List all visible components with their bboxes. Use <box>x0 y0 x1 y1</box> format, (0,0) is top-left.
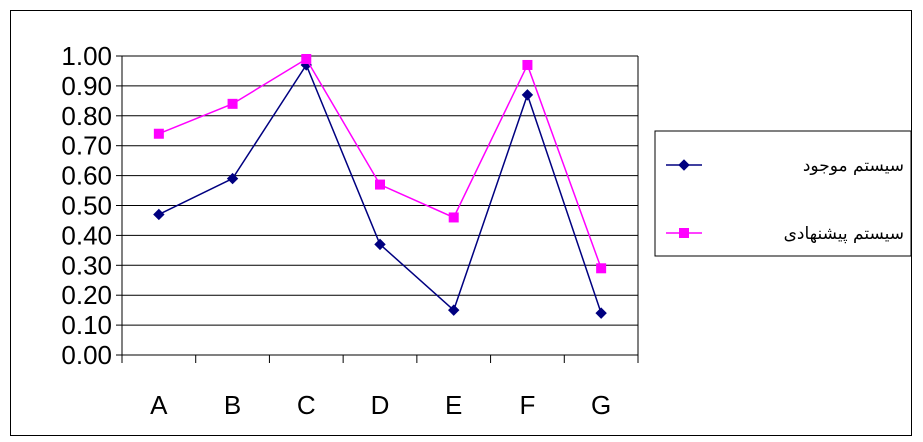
data-point-square <box>153 128 164 139</box>
data-point-diamond <box>153 208 165 221</box>
y-tick-label: 0.90 <box>61 71 112 101</box>
data-point-square <box>679 228 689 238</box>
x-tick-label: B <box>224 390 241 420</box>
legend-box <box>654 130 912 257</box>
x-tick-label: D <box>371 390 390 420</box>
data-point-diamond <box>448 304 460 316</box>
y-tick-label: 0.30 <box>61 250 112 280</box>
y-tick-label: 0.20 <box>61 280 112 310</box>
x-tick-label: F <box>519 390 535 420</box>
y-tick-label: 0.50 <box>61 191 112 221</box>
y-tick-label: 1.00 <box>61 41 112 71</box>
data-point-square <box>227 98 238 109</box>
data-point-diamond <box>678 159 690 171</box>
data-point-square <box>522 59 533 70</box>
y-tick-label: 0.00 <box>61 340 112 370</box>
data-point-square <box>596 263 607 274</box>
series-line <box>158 57 602 269</box>
y-axis-tick-labels: 0.000.100.200.300.400.500.600.700.800.90… <box>61 41 112 370</box>
data-point-square <box>448 212 459 223</box>
gridlines <box>122 55 638 356</box>
data-point-diamond <box>521 89 534 101</box>
x-tick-label: A <box>150 390 168 420</box>
legend-label: سیستم موجود <box>803 156 904 176</box>
x-tick-label: C <box>297 390 316 420</box>
x-tick-label: G <box>591 390 611 420</box>
y-tick-label: 0.60 <box>61 161 112 191</box>
data-point-diamond <box>226 172 239 185</box>
y-tick-label: 0.70 <box>61 131 112 161</box>
legend-item: سیستم موجود <box>666 156 904 176</box>
series-group <box>153 53 607 319</box>
y-tick-label: 0.80 <box>61 101 112 131</box>
legend-label: سیستم پیشنهادی <box>784 224 904 244</box>
data-point-square <box>375 179 385 190</box>
x-tick-label: E <box>445 390 462 420</box>
series-1 <box>153 59 607 319</box>
data-point-diamond <box>595 307 607 319</box>
legend-item: سیستم پیشنهادی <box>666 224 904 244</box>
data-point-diamond <box>374 238 386 251</box>
y-tick-label: 0.10 <box>61 310 112 340</box>
legend: سیستم موجود سیستم پیشنهادی <box>654 130 912 257</box>
axes <box>116 55 639 363</box>
x-axis-tick-labels: A B C D E F G <box>150 390 611 420</box>
data-point-square <box>301 53 312 64</box>
y-tick-label: 0.40 <box>61 220 112 250</box>
series-2 <box>153 53 607 274</box>
